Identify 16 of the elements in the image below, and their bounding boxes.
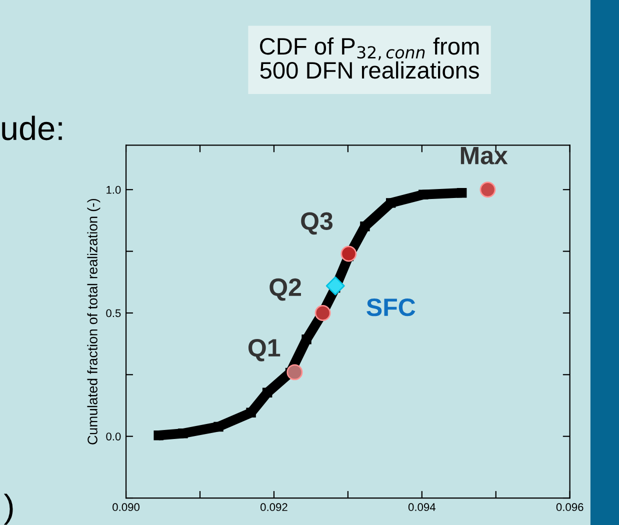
- annotation: SFC: [366, 298, 416, 316]
- x-tick-label: 0.090: [112, 503, 140, 512]
- annotation: Q3: [301, 212, 333, 235]
- annotation: Q2: [270, 278, 301, 301]
- annotation: Q1: [248, 338, 280, 362]
- x-tick-label: 0.092: [260, 503, 288, 512]
- annotation: Max: [460, 146, 508, 164]
- text: ): [4, 494, 13, 525]
- y-tick-label: 1.0: [106, 186, 121, 194]
- y-axis-title: Cumulated fraction of total realization (-): [87, 198, 100, 444]
- y-tick-label: 0.5: [106, 309, 121, 318]
- y-tick-label: 0.0: [106, 432, 121, 440]
- x-tick-label: 0.094: [408, 503, 436, 512]
- text: ude:: [2, 116, 62, 140]
- chart-title: CDF of P$_{32,conn}$ from 500 DFN realizations: [260, 37, 479, 79]
- x-tick-label: 0.096: [556, 503, 584, 512]
